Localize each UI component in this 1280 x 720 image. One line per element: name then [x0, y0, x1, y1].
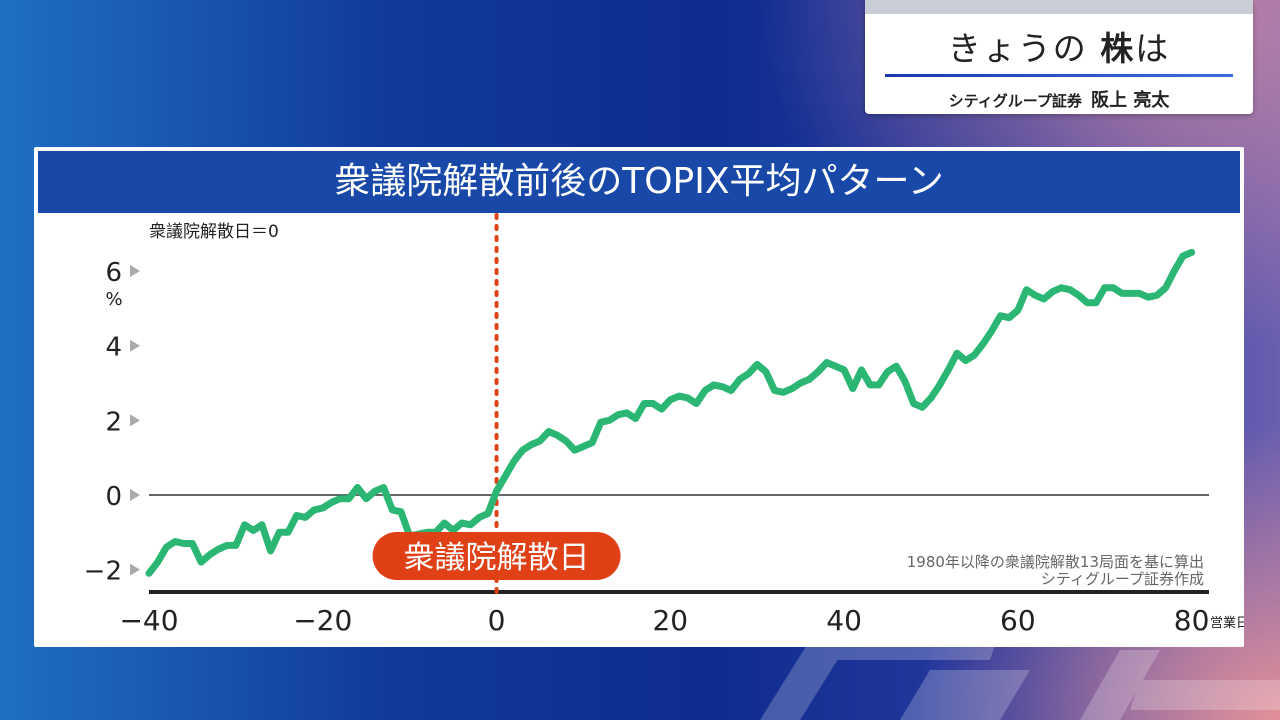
y-tick-marker — [130, 339, 140, 352]
y-axis-unit: % — [105, 289, 122, 310]
caption-rule — [885, 74, 1233, 77]
chart-title: 衆議院解散前後のTOPIX平均パターン — [38, 151, 1240, 213]
caption-title-bold: 株 — [1100, 29, 1136, 68]
caption-title: きょうの 株は — [865, 22, 1253, 70]
y-tick-label: −2 — [84, 557, 122, 587]
y-tick-marker — [130, 488, 140, 501]
x-tick-label: −20 — [293, 604, 352, 637]
y-tick-label: 2 — [105, 407, 122, 437]
series-line — [145, 248, 1196, 577]
y-tick-label: 6 — [105, 258, 122, 288]
x-tick-label: 0 — [488, 604, 506, 637]
x-tick-label: 20 — [652, 604, 688, 637]
caption-top-band — [865, 0, 1253, 14]
x-tick-label: 60 — [1000, 604, 1036, 637]
caption-affiliation: シティグループ証券 — [948, 92, 1082, 110]
y-tick-label: 0 — [105, 482, 122, 512]
source-note: 1980年以降の衆議院解散13局面を基に算出 — [907, 553, 1204, 571]
caption-title-pre: きょうの — [947, 29, 1088, 68]
event-label-text: 衆議院解散日 — [404, 540, 590, 576]
y-tick-marker — [130, 563, 140, 576]
program-caption: きょうの 株は シティグループ証券 阪上 亮太 — [865, 0, 1253, 114]
x-tick-label: 80 — [1174, 604, 1210, 637]
y-tick-marker — [130, 414, 140, 427]
caption-person-name: 阪上 亮太 — [1091, 90, 1170, 111]
x-tick-label: 40 — [826, 604, 862, 637]
chart-panel: 衆議院解散前後のTOPIX平均パターン 6 4 2 0 −2% −40 −20 0 20 40 60… — [34, 147, 1244, 647]
caption-title-post: は — [1135, 29, 1171, 68]
y-tick-marker — [130, 265, 140, 278]
x-tick-label: −40 — [119, 604, 178, 637]
x-axis-unit: 営業日 — [1210, 615, 1244, 631]
credit-note: シティグループ証券作成 — [1041, 570, 1204, 588]
y-tick-label: 4 — [105, 333, 122, 363]
event-label-pill — [372, 532, 621, 580]
chart-subtitle: 衆議院解散日＝0 — [149, 222, 279, 242]
caption-subtitle: シティグループ証券 阪上 亮太 — [865, 86, 1253, 112]
